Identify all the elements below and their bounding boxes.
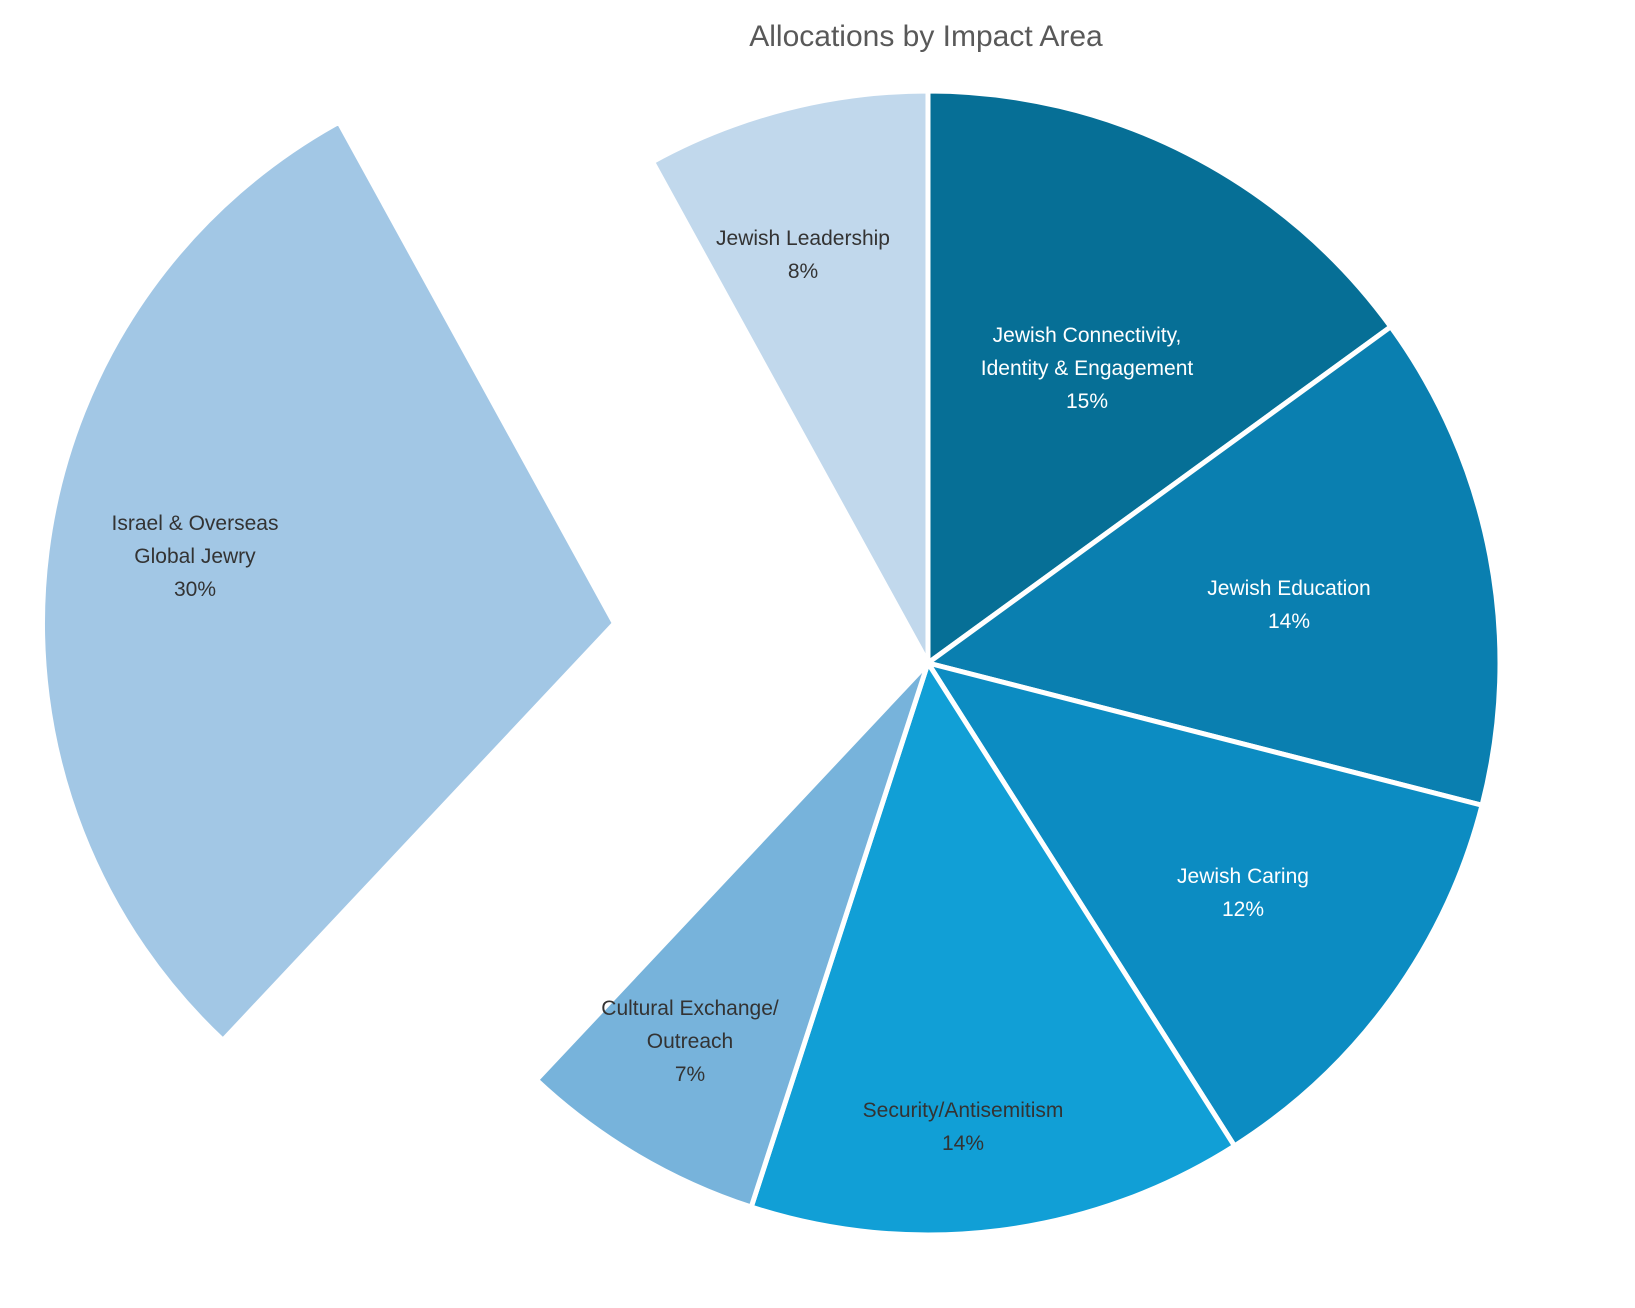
pie-slice-5 [40,119,617,1043]
data-label-percent: 14% [942,1132,984,1155]
chart-title: Allocations by Impact Area [749,20,1103,53]
pie-slice-3 [748,660,1237,1238]
data-label-percent: 15% [1066,390,1108,413]
data-label-text: Jewish Leadership [716,227,890,250]
data-label-percent: 8% [788,260,818,283]
data-label-text: Israel & Overseas [112,512,279,535]
data-label-text: Identity & Engagement [981,357,1194,380]
pie-slice-0 [925,88,1394,666]
pie-slice-6 [649,88,931,666]
data-label-text: Jewish Connectivity, [993,324,1182,347]
pie-slice-1 [925,324,1503,808]
data-label-percent: 12% [1222,898,1264,921]
data-label-text: Jewish Education [1207,577,1370,600]
data-label-text: Outreach [647,1030,733,1053]
data-label-percent: 7% [675,1063,705,1086]
data-label-text: Cultural Exchange/ [601,997,779,1020]
pie-slice-2 [925,660,1485,1149]
data-label-text: Jewish Caring [1177,865,1309,888]
pie-slice-4 [533,660,931,1210]
data-label-percent: 14% [1268,610,1310,633]
data-label-text: Security/Antisemitism [863,1099,1064,1122]
data-label-text: Global Jewry [134,545,256,568]
pie-labels: Jewish Connectivity, Identity & Engagemen… [112,227,1371,1155]
pie-slices [40,88,1503,1238]
data-label-percent: 30% [174,578,216,601]
